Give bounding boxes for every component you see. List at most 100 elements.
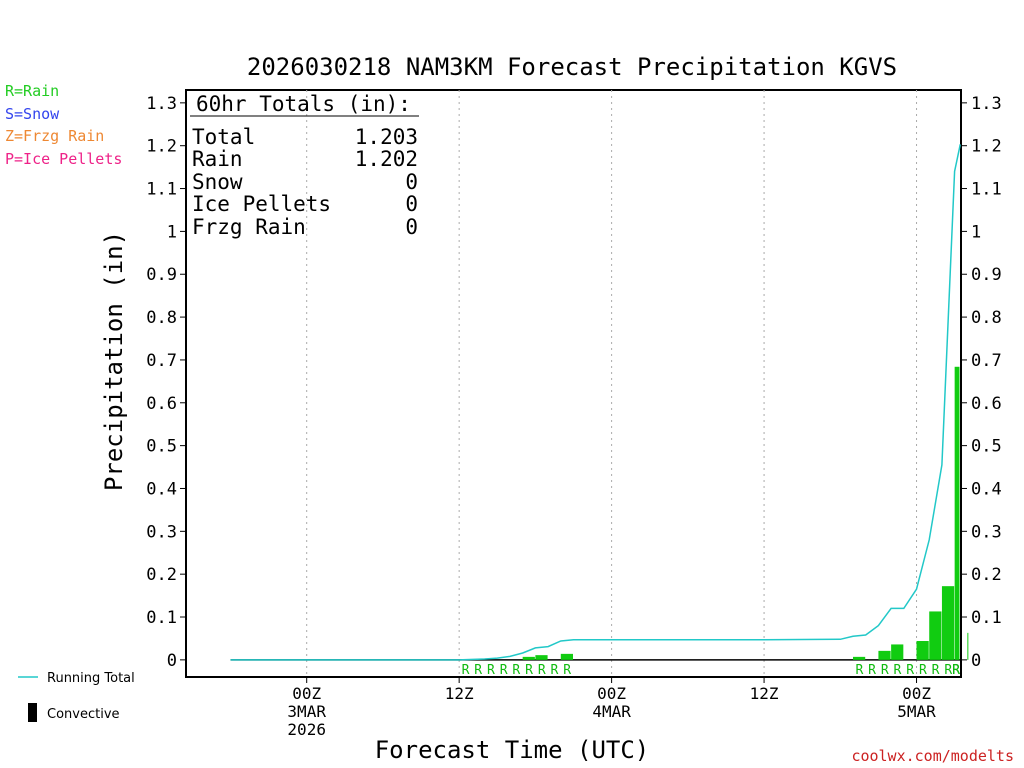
gridlines — [306, 90, 918, 677]
line-legend: Running Total Convective — [18, 671, 135, 722]
legend-frzg-rain: Z=Frzg Rain — [5, 127, 104, 145]
precip-bar-4 — [878, 650, 891, 660]
ptype-marker-9: R — [855, 663, 863, 678]
ytick-right-label: 1.3 — [971, 94, 1002, 114]
totals-ice-value: 0 — [405, 192, 418, 216]
ytick-left-label: 0.1 — [146, 608, 177, 628]
precip-bar-10 — [967, 632, 969, 660]
ytick-right-label: 0.5 — [971, 437, 1002, 457]
ptype-marker-12: R — [894, 663, 902, 678]
ptype-markers: R R R R R R R R R R R R R R R R R RRR — [462, 663, 960, 678]
totals-snow-value: 0 — [405, 170, 418, 194]
ytick-right-label: 0.8 — [971, 308, 1002, 328]
totals-header: 60hr Totals (in): — [196, 92, 411, 116]
totals-box: 60hr Totals (in): Total 1.203 Rain 1.202… — [190, 92, 419, 239]
legend-ice-pellets: P=Ice Pellets — [5, 150, 122, 168]
ptype-marker-16: R — [944, 663, 952, 678]
xtick-label-2-0: 00Z — [597, 684, 626, 703]
ytick-right-label: 0.2 — [971, 565, 1002, 585]
ptype-marker-0: R — [462, 663, 470, 678]
ytick-right-label: 0.4 — [971, 479, 1002, 499]
totals-rain-value: 1.202 — [355, 147, 418, 171]
ytick-right-label: 0.1 — [971, 608, 1002, 628]
ptype-marker-3: R — [500, 663, 508, 678]
precip-bar-1 — [535, 655, 548, 660]
ytick-left-label: 1.3 — [146, 94, 177, 114]
precip-bar-7 — [929, 611, 942, 660]
ytick-right-label: 0.7 — [971, 351, 1002, 371]
ytick-right-label: 0.3 — [971, 522, 1002, 542]
precip-bar-3 — [853, 656, 866, 660]
ptype-marker-13: R — [906, 663, 914, 678]
xtick-label-4-0: 00Z — [902, 684, 931, 703]
xtick-label-1-0: 12Z — [445, 684, 474, 703]
precip-bar-5 — [891, 644, 904, 660]
ytick-left-label: 0.9 — [146, 265, 177, 285]
ptype-marker-14: R — [919, 663, 927, 678]
xtick-label-2-1: 4MAR — [592, 702, 631, 721]
ytick-right-label: 0 — [971, 651, 981, 671]
totals-snow-label: Snow — [192, 170, 243, 194]
x-axis-label: Forecast Time (UTC) — [375, 736, 650, 764]
precip-bar-2 — [560, 653, 573, 660]
ptype-marker-8: R — [563, 663, 571, 678]
ytick-left-label: 1.2 — [146, 137, 177, 157]
totals-ice-label: Ice Pellets — [192, 192, 331, 216]
ptype-marker-4: R — [512, 663, 520, 678]
ytick-right-label: 1.1 — [971, 180, 1002, 200]
totals-total-label: Total — [192, 125, 255, 149]
ptype-marker-1: R — [474, 663, 482, 678]
ptype-marker-18: R — [952, 663, 960, 678]
ptype-marker-11: R — [881, 663, 889, 678]
ytick-left-label: 0.2 — [146, 565, 177, 585]
xtick-label-0-1: 3MAR — [287, 702, 326, 721]
ptype-marker-19: R — [952, 663, 960, 678]
xtick-label-4-1: 5MAR — [897, 702, 936, 721]
ytick-left-label: 0.6 — [146, 394, 177, 414]
y-axis-right: 0 0.1 0.2 0.3 0.4 0.5 0.6 0.7 0.8 0.9 1 1.1 1.2 1.3 — [961, 94, 1002, 671]
y-axis-left: 0 0.1 0.2 0.3 0.4 0.5 0.6 0.7 0.8 0.9 1 1.1 1.2 1.3 — [146, 94, 186, 671]
convective-legend: Convective — [47, 707, 120, 722]
precip-bar-6 — [916, 641, 929, 660]
legend-snow: S=Snow — [5, 105, 60, 123]
precip-bar-0 — [522, 656, 535, 660]
xtick-label-0-0: 00Z — [292, 684, 321, 703]
ptype-marker-6: R — [538, 663, 546, 678]
ptype-marker-7: R — [551, 663, 559, 678]
totals-total-value: 1.203 — [355, 125, 418, 149]
ytick-left-label: 1 — [167, 222, 177, 242]
totals-frzg-label: Frzg Rain — [192, 215, 306, 239]
precip-bar-8 — [941, 586, 955, 660]
ytick-right-label: 0.6 — [971, 394, 1002, 414]
credit-text: coolwx.com/modelts — [851, 747, 1014, 765]
precip-bars — [522, 366, 969, 660]
ytick-right-label: 1 — [971, 222, 981, 242]
y-axis-label: Precipitation (in) — [100, 231, 128, 491]
plot-frame — [185, 89, 962, 678]
legend-rain: R=Rain — [5, 82, 59, 100]
xtick-label-0-2: 2026 — [287, 720, 326, 739]
running-total-legend: Running Total — [47, 671, 135, 686]
totals-rain-label: Rain — [192, 147, 243, 171]
ytick-left-label: 0.3 — [146, 522, 177, 542]
ytick-left-label: 0 — [167, 651, 177, 671]
convective-swatch — [28, 703, 37, 722]
ptype-marker-15: R — [932, 663, 940, 678]
ytick-left-label: 1.1 — [146, 180, 177, 200]
ptype-legend: R=Rain S=Snow Z=Frzg Rain P=Ice Pellets — [5, 82, 122, 168]
running-total-line — [230, 144, 961, 661]
ptype-marker-17: R — [952, 663, 960, 678]
ytick-right-label: 0.9 — [971, 265, 1002, 285]
ptype-marker-5: R — [525, 663, 533, 678]
ptype-marker-10: R — [868, 663, 876, 678]
ytick-right-label: 1.2 — [971, 137, 1002, 157]
ytick-left-label: 0.8 — [146, 308, 177, 328]
precip-bar-9 — [954, 366, 960, 660]
ytick-left-label: 0.7 — [146, 351, 177, 371]
totals-frzg-value: 0 — [405, 215, 418, 239]
ytick-left-label: 0.4 — [146, 479, 177, 499]
xtick-label-3-0: 12Z — [750, 684, 779, 703]
ptype-marker-2: R — [487, 663, 495, 678]
